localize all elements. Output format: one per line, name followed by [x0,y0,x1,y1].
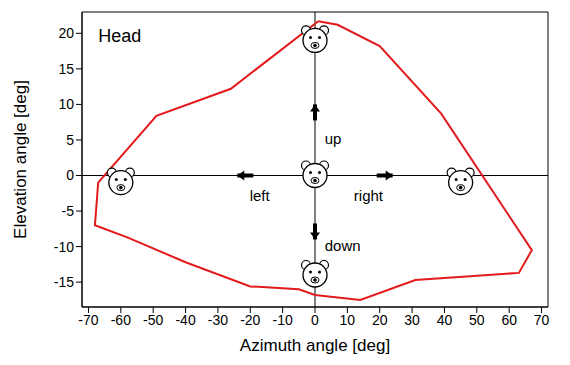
svg-text:Head: Head [98,26,141,46]
svg-text:20: 20 [372,312,388,328]
svg-text:-15: -15 [54,274,74,290]
svg-text:left: left [250,187,271,204]
svg-text:-70: -70 [78,312,98,328]
svg-text:-20: -20 [240,312,260,328]
svg-text:0: 0 [66,167,74,183]
svg-text:70: 70 [534,312,550,328]
svg-text:Elevation angle [deg]: Elevation angle [deg] [11,80,30,239]
svg-text:-50: -50 [143,312,163,328]
svg-text:30: 30 [404,312,420,328]
svg-text:down: down [325,237,361,254]
svg-text:10: 10 [340,312,356,328]
svg-text:-5: -5 [62,203,75,219]
svg-text:-10: -10 [54,239,74,255]
svg-text:60: 60 [501,312,517,328]
svg-text:right: right [354,187,384,204]
svg-text:Azimuth angle [deg]: Azimuth angle [deg] [240,336,390,355]
svg-text:20: 20 [58,25,74,41]
svg-text:-30: -30 [208,312,228,328]
svg-text:50: 50 [469,312,485,328]
svg-text:up: up [325,130,342,147]
svg-text:-40: -40 [175,312,195,328]
svg-text:-60: -60 [111,312,131,328]
svg-text:-10: -10 [273,312,293,328]
svg-text:5: 5 [66,132,74,148]
svg-text:10: 10 [58,96,74,112]
svg-text:0: 0 [311,312,319,328]
svg-text:40: 40 [437,312,453,328]
svg-text:15: 15 [58,61,74,77]
